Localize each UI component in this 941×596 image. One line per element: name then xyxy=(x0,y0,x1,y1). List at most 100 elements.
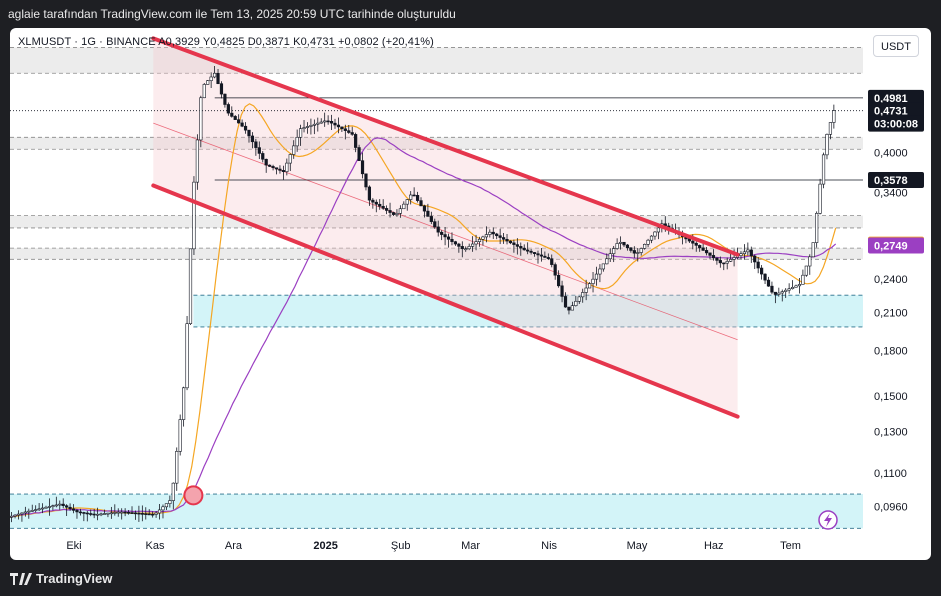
candle-body xyxy=(818,183,822,214)
candle-body xyxy=(347,130,351,133)
candle-body xyxy=(440,231,444,235)
candle-body xyxy=(787,288,791,291)
price-tag xyxy=(868,102,924,119)
y-tick-label: 0,2400 xyxy=(874,274,908,286)
candle-body xyxy=(498,235,502,238)
candle-body xyxy=(436,226,440,233)
candle-body xyxy=(285,162,289,172)
candle-body xyxy=(278,168,282,171)
x-tick-label: Eki xyxy=(66,540,81,552)
candle-body xyxy=(749,249,753,257)
candle-body xyxy=(801,274,805,285)
candle-body xyxy=(371,199,375,203)
candle-body xyxy=(354,134,358,148)
candle-body xyxy=(130,512,134,514)
candle-body xyxy=(13,514,17,517)
candle-body xyxy=(546,257,550,259)
candle-body xyxy=(298,128,303,138)
candle-body xyxy=(188,248,193,325)
zone-gray xyxy=(10,248,863,260)
y-tick-label: 0,1300 xyxy=(874,426,908,438)
candle-body xyxy=(192,181,196,250)
candle-body xyxy=(484,234,488,238)
chart-credit: aglaie tarafından TradingView.com ile Te… xyxy=(8,7,456,21)
candle-body xyxy=(92,513,96,516)
candle-body xyxy=(68,506,72,510)
candle-body xyxy=(488,231,492,235)
candle-body xyxy=(323,120,327,123)
candle-body xyxy=(106,512,110,515)
candle-body xyxy=(515,244,519,247)
candle-body xyxy=(99,513,103,516)
candle-body xyxy=(391,212,396,215)
candle-body xyxy=(694,242,698,246)
candle-body xyxy=(357,147,361,161)
candle-body xyxy=(89,513,93,515)
x-tick-label: May xyxy=(627,540,648,552)
price-tag xyxy=(868,237,924,254)
candle-body xyxy=(378,203,382,207)
candle-body xyxy=(508,240,513,244)
candle-body xyxy=(746,249,750,253)
candle-body xyxy=(587,283,592,289)
candle-body xyxy=(415,195,420,201)
zone-cyan xyxy=(193,295,863,327)
candle-body xyxy=(519,246,523,249)
candle-body xyxy=(598,268,602,275)
ma-slow-line xyxy=(10,137,837,518)
candle-body xyxy=(360,160,365,175)
symbol-ohlc-line: XLMUSDT · 1G · BINANCE A0,3929 Y0,4825 D… xyxy=(18,36,434,48)
candle-body xyxy=(243,125,248,131)
candle-body xyxy=(725,260,729,264)
lightning-bolt-glyph xyxy=(824,513,832,527)
candle-body xyxy=(457,243,461,247)
candle-body xyxy=(426,210,430,217)
candle-body xyxy=(27,510,31,513)
candle-body xyxy=(309,125,313,127)
price-chart[interactable]: 0,60000,40000,34000,24000,21000,18000,15… xyxy=(10,28,931,560)
candle-body xyxy=(350,132,354,135)
candle-body xyxy=(199,97,203,141)
price-tag-label: 0,2749 xyxy=(874,240,908,252)
candle-body xyxy=(137,512,141,515)
candle-body xyxy=(636,252,640,254)
candle-body xyxy=(495,233,499,237)
candle-body xyxy=(763,273,767,281)
candle-body xyxy=(570,305,574,311)
candle-body xyxy=(85,512,89,515)
candle-body xyxy=(622,241,626,246)
candle-body xyxy=(288,154,292,164)
candle-body xyxy=(206,80,210,85)
candle-body xyxy=(422,205,427,212)
candle-body xyxy=(711,255,716,259)
candle-body xyxy=(78,511,83,514)
candle-body xyxy=(577,296,581,302)
candle-body xyxy=(209,76,213,81)
candle-body xyxy=(649,235,654,241)
chart-panel[interactable]: 0,60000,40000,34000,24000,21000,18000,15… xyxy=(10,28,931,560)
candle-body xyxy=(212,72,217,78)
candle-body xyxy=(178,419,182,452)
candle-body xyxy=(481,236,485,240)
candle-body xyxy=(120,511,124,514)
candle-body xyxy=(305,126,310,128)
candle-body xyxy=(147,513,151,516)
candle-body xyxy=(739,253,743,256)
candle-body xyxy=(364,173,368,188)
tradingview-brand[interactable]: TradingView xyxy=(10,571,112,586)
candle-body xyxy=(753,255,757,263)
candle-body xyxy=(202,84,206,99)
candle-body xyxy=(625,244,630,249)
candle-body xyxy=(828,122,833,135)
candle-body xyxy=(539,254,544,257)
zone-gray xyxy=(10,47,863,74)
x-tick-label: Şub xyxy=(391,540,411,552)
candle-body xyxy=(450,238,454,242)
candle-body xyxy=(501,237,506,240)
candle-body xyxy=(443,234,447,238)
price-tag-label: 03:00:08 xyxy=(874,119,918,131)
price-tag-label: 0,4981 xyxy=(874,93,908,105)
candle-body xyxy=(477,238,482,242)
candle-body xyxy=(312,123,316,126)
currency-button[interactable]: USDT xyxy=(873,35,919,57)
